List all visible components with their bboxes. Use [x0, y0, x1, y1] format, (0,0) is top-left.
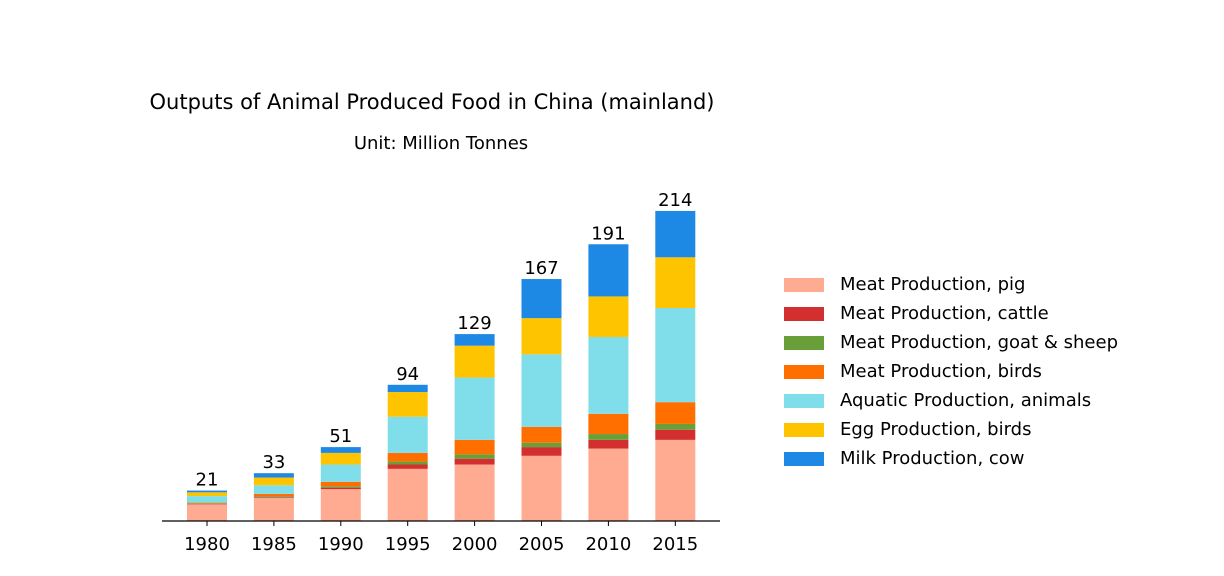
legend-swatch [784, 307, 824, 321]
chart-subtitle: Unit: Million Tonnes [354, 133, 528, 154]
bar-segment [454, 464, 495, 521]
bar-segment [454, 439, 495, 455]
bar-segment [320, 487, 361, 490]
legend-label: Meat Production, pig [840, 274, 1025, 295]
total-label: 94 [396, 364, 419, 385]
total-label: 129 [457, 313, 491, 334]
legend-label: Meat Production, cattle [840, 303, 1049, 324]
bar-segment [253, 497, 294, 498]
legend-swatch [784, 423, 824, 437]
bar-segment [454, 454, 495, 459]
total-label: 33 [262, 452, 285, 473]
x-tick-label: 1980 [184, 534, 230, 555]
bar-segment [588, 413, 629, 435]
bar-segment [187, 503, 227, 504]
bar-segment [387, 464, 428, 469]
legend-label: Meat Production, goat & sheep [840, 332, 1118, 353]
bar-segment [187, 490, 227, 493]
bar-segment [655, 423, 696, 430]
bar-segment [655, 210, 696, 258]
bar-segment [320, 447, 361, 453]
x-tick-label: 2005 [519, 534, 565, 555]
x-tick-label: 2000 [452, 534, 498, 555]
total-label: 191 [591, 223, 625, 244]
bar-segment [588, 296, 629, 337]
bar-segment [521, 354, 562, 427]
legend-label: Egg Production, birds [840, 419, 1031, 440]
bar-segment [521, 318, 562, 355]
bar-segment [655, 429, 696, 440]
bar-segment [253, 496, 294, 498]
bar-segment [320, 486, 361, 488]
bar-segment [521, 426, 562, 443]
bar-segment [454, 458, 495, 465]
bar-segment [588, 336, 629, 414]
total-label: 214 [658, 190, 692, 211]
legend-swatch [784, 452, 824, 466]
bar-segment [253, 477, 294, 486]
bar-segment [387, 461, 428, 465]
bar-segment [521, 455, 562, 521]
bar-segment [521, 442, 562, 448]
bar-segment [655, 257, 696, 309]
bar-segment [655, 402, 696, 424]
bar-segment [521, 279, 562, 319]
bar-segment [588, 244, 629, 297]
bar-segment [387, 392, 428, 417]
x-tick-label: 2015 [652, 534, 698, 555]
bar-segment [387, 416, 428, 453]
bar-segment [588, 434, 629, 440]
total-label: 51 [329, 426, 352, 447]
bar-segment [320, 452, 361, 465]
bar-segment [387, 452, 428, 462]
x-tick-label: 1995 [385, 534, 431, 555]
legend-swatch [784, 278, 824, 292]
bar-segment [187, 504, 227, 521]
bar-segment [187, 492, 227, 497]
bar-segment [454, 377, 495, 440]
bar-segment [320, 464, 361, 482]
bar-segment [588, 439, 629, 449]
bar-segment [387, 468, 428, 521]
legend-swatch [784, 394, 824, 408]
total-label: 167 [524, 258, 558, 279]
legend-label: Milk Production, cow [840, 448, 1025, 469]
bar-segment [320, 489, 361, 521]
bar-segment [253, 473, 294, 478]
bar-segment [320, 481, 361, 487]
x-tick-label: 1990 [318, 534, 364, 555]
bar-segment [655, 308, 696, 403]
bar-segment [588, 448, 629, 521]
total-label: 21 [196, 470, 219, 491]
x-tick-label: 2010 [585, 534, 631, 555]
bar-segment [253, 485, 294, 494]
legend-label: Aquatic Production, animals [840, 390, 1091, 411]
bar-segment [253, 493, 294, 497]
bar-segment [521, 447, 562, 456]
bar-segment [387, 384, 428, 393]
bar-segment [187, 502, 227, 504]
x-tick-label: 1985 [251, 534, 297, 555]
bar-segment [253, 497, 294, 521]
chart-title: Outputs of Animal Produced Food in China… [150, 90, 715, 114]
legend-label: Meat Production, birds [840, 361, 1042, 382]
legend-swatch [784, 336, 824, 350]
legend-swatch [784, 365, 824, 379]
bar-segment [655, 439, 696, 521]
bar-segment [454, 345, 495, 378]
bar-segment [187, 496, 227, 503]
bar-segment [454, 334, 495, 346]
